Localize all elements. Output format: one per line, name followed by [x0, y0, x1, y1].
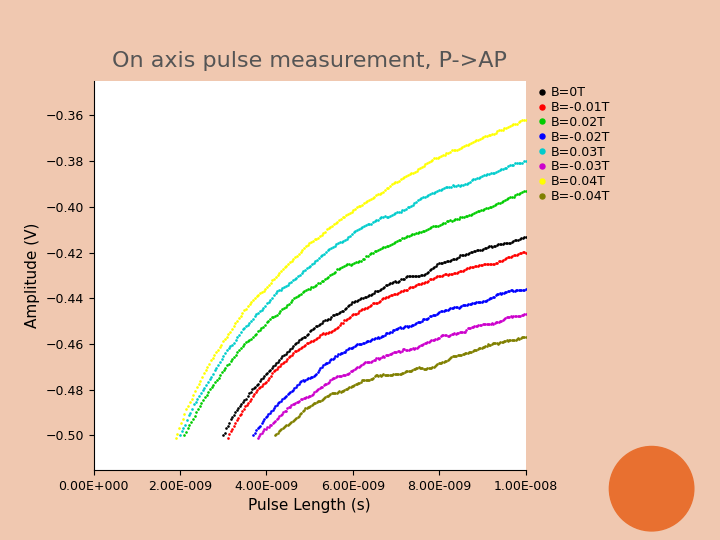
B=0.02T — [492, 201, 501, 207]
B=-0.04T — [318, 397, 326, 403]
B=-0.02T — [249, 432, 258, 438]
B=0.04T — [236, 313, 245, 319]
B=-0.03T — [325, 379, 333, 385]
B=-0.04T — [509, 336, 518, 343]
B=-0.01T — [506, 254, 515, 260]
B=-0.02T — [498, 290, 507, 296]
B=0.03T — [504, 163, 513, 170]
B=0.04T — [186, 399, 194, 406]
B=0.04T — [504, 124, 513, 130]
B=0.04T — [520, 116, 528, 123]
B=-0.02T — [508, 287, 516, 294]
B=0.02T — [521, 187, 530, 194]
Line: B=-0.04T: B=-0.04T — [274, 336, 527, 437]
Line: B=0.02T: B=0.02T — [183, 190, 527, 437]
B=0.04T — [264, 281, 273, 288]
B=-0.01T — [521, 249, 530, 256]
B=-0.04T — [521, 334, 530, 340]
B=-0.01T — [241, 403, 250, 409]
B=0T — [521, 233, 530, 240]
Y-axis label: Amplitude (V): Amplitude (V) — [24, 222, 40, 328]
B=0.04T — [491, 130, 500, 136]
B=0.03T — [189, 401, 198, 408]
B=-0.03T — [303, 394, 312, 400]
B=0T — [219, 432, 228, 438]
B=0.03T — [268, 295, 276, 301]
B=0.04T — [192, 384, 201, 390]
B=0.02T — [504, 194, 513, 201]
B=-0.02T — [260, 416, 269, 422]
X-axis label: Pulse Length (s): Pulse Length (s) — [248, 498, 371, 513]
B=-0.01T — [496, 258, 505, 265]
B=0.04T — [521, 117, 530, 123]
B=0T — [237, 401, 246, 408]
B=-0.01T — [302, 340, 311, 347]
B=0T — [506, 239, 515, 246]
Line: B=-0.01T: B=-0.01T — [226, 251, 527, 439]
B=0.02T — [243, 338, 252, 345]
B=-0.04T — [281, 423, 289, 429]
B=0T — [300, 334, 308, 341]
B=-0.01T — [518, 249, 527, 255]
B=0.02T — [271, 313, 279, 319]
B=0.03T — [492, 169, 500, 176]
Title: On axis pulse measurement, P->AP: On axis pulse measurement, P->AP — [112, 51, 507, 71]
Circle shape — [609, 447, 694, 531]
Line: B=-0.03T: B=-0.03T — [256, 313, 527, 439]
Legend: B=0T, B=-0.01T, B=0.02T, B=-0.02T, B=0.03T, B=-0.03T, B=0.04T, B=-0.04T: B=0T, B=-0.01T, B=0.02T, B=-0.02T, B=0.0… — [534, 81, 615, 208]
B=0.04T — [171, 435, 180, 441]
B=-0.04T — [500, 338, 508, 345]
Line: B=-0.02T: B=-0.02T — [252, 288, 527, 437]
B=-0.02T — [266, 410, 274, 416]
B=-0.03T — [269, 418, 278, 425]
B=-0.03T — [521, 311, 530, 318]
B=0.03T — [197, 390, 205, 396]
B=-0.02T — [322, 360, 330, 367]
B=-0.04T — [286, 420, 294, 426]
B=0.02T — [194, 406, 202, 412]
B=0T — [231, 409, 240, 416]
B=0T — [275, 356, 284, 363]
B=-0.03T — [498, 316, 507, 323]
B=0.03T — [176, 432, 184, 438]
B=-0.01T — [235, 412, 244, 418]
B=0.03T — [240, 325, 248, 331]
B=0.02T — [180, 432, 189, 438]
B=-0.02T — [300, 377, 308, 384]
Line: B=0.04T: B=0.04T — [174, 118, 527, 439]
Line: B=0T: B=0T — [222, 235, 527, 437]
B=-0.03T — [520, 311, 528, 318]
B=-0.04T — [271, 432, 279, 438]
B=-0.01T — [223, 435, 232, 441]
B=-0.02T — [521, 286, 530, 292]
B=0.03T — [521, 158, 530, 164]
B=-0.03T — [253, 435, 262, 441]
B=0.02T — [201, 394, 210, 401]
B=-0.03T — [264, 423, 273, 430]
B=0T — [495, 241, 504, 247]
B=-0.01T — [279, 359, 287, 366]
B=-0.03T — [508, 314, 516, 320]
B=-0.04T — [338, 387, 346, 394]
Line: B=0.03T: B=0.03T — [179, 160, 527, 437]
